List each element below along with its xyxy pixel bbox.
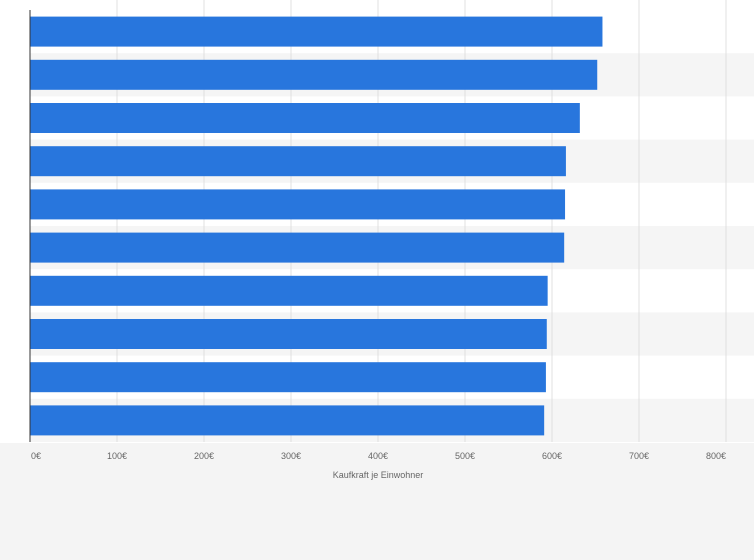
bar	[30, 405, 545, 436]
bar	[30, 16, 603, 47]
x-tick-label: 300€	[281, 451, 301, 461]
x-tick-label: 500€	[455, 451, 475, 461]
bar	[30, 146, 566, 177]
bar	[30, 103, 580, 133]
bar	[30, 275, 548, 306]
x-tick-label: 800€	[706, 451, 726, 461]
bar	[30, 59, 598, 90]
x-axis-ticks: 0€ 100€ 200€ 300€ 400€ 500€ 600€ 700€ 800€	[31, 451, 726, 461]
bars	[30, 16, 603, 436]
x-tick-label: 700€	[629, 451, 649, 461]
bar	[30, 319, 547, 349]
x-tick-label: 400€	[368, 451, 388, 461]
x-tick-label: 0€	[31, 451, 41, 461]
x-tick-label: 100€	[107, 451, 127, 461]
bar	[30, 362, 546, 393]
x-tick-label: 600€	[542, 451, 562, 461]
x-tick-label: 200€	[194, 451, 214, 461]
bar	[30, 232, 565, 263]
bar	[30, 189, 566, 220]
x-axis-title: Kaufkraft je Einwohner	[333, 470, 424, 480]
